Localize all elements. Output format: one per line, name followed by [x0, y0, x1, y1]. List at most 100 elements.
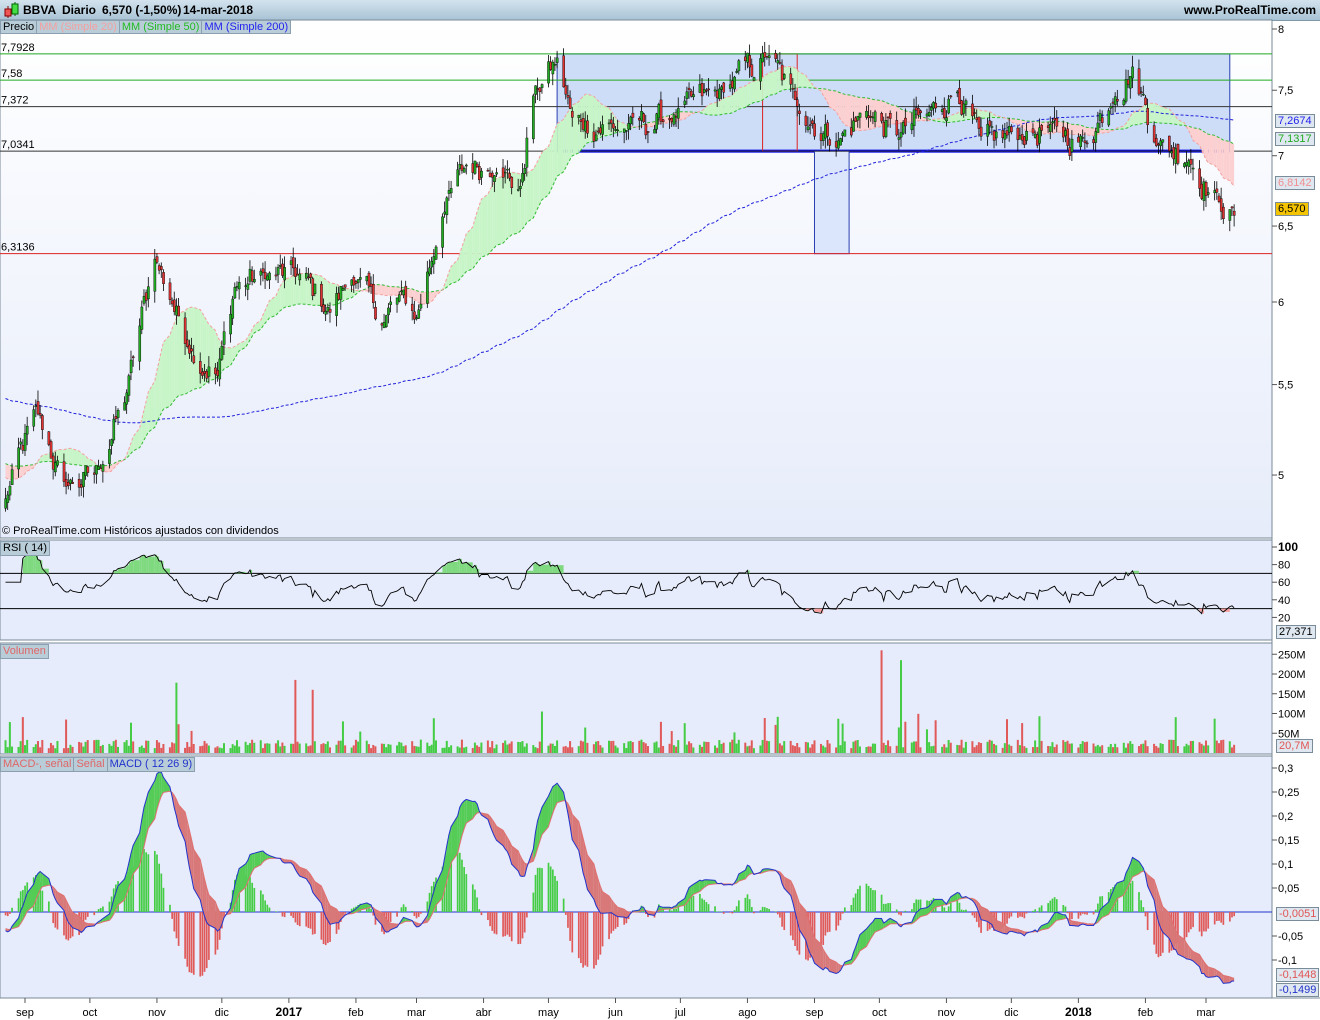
volume-bar	[385, 747, 388, 753]
macd-band-segment	[615, 904, 618, 917]
candle	[549, 61, 553, 70]
ma-band-segment	[487, 189, 491, 255]
site-link[interactable]: www.ProRealTime.com	[1183, 3, 1316, 17]
macd-histogram-bar	[86, 912, 89, 917]
legend-ma200[interactable]: MM (Simple 200)	[201, 20, 292, 34]
volume-bar	[357, 741, 360, 753]
volume-bar	[582, 741, 585, 753]
volume-bar	[11, 746, 14, 753]
macd-histogram-bar	[296, 912, 299, 925]
ma-band-segment	[215, 330, 218, 379]
volume-bar	[995, 745, 998, 753]
ma-band-segment	[810, 81, 813, 88]
macd-histogram-bar	[426, 901, 429, 912]
ma-band-segment	[524, 173, 527, 227]
macd-band-segment	[236, 868, 240, 900]
candle	[1023, 136, 1026, 145]
candle	[186, 339, 189, 347]
macd-label[interactable]: MACD ( 12 26 9)	[106, 757, 196, 772]
rsi-overbought-fill	[42, 568, 49, 574]
x-tick-label: sep	[806, 1007, 824, 1019]
candle	[653, 129, 656, 134]
volume-bar	[160, 747, 163, 753]
ma-band-segment	[511, 172, 519, 235]
volume-bar	[432, 718, 435, 753]
macd-band-segment	[1054, 912, 1057, 923]
volume-bar	[65, 719, 68, 753]
macd-band-segment	[314, 881, 322, 904]
ma-band-segment	[704, 106, 707, 115]
candle	[607, 122, 611, 125]
legend-ma20[interactable]: MM (Simple 20)	[36, 20, 120, 34]
macd-band-segment	[1141, 864, 1144, 872]
ma-band-segment	[159, 351, 162, 418]
candle	[1191, 167, 1195, 170]
volume-bar	[383, 743, 386, 753]
macd-band-segment	[881, 918, 884, 930]
macd-histogram-bar	[506, 912, 509, 935]
x-tick-label: sep	[16, 1007, 34, 1019]
macd-band-segment	[611, 899, 614, 915]
ma-band-segment	[533, 165, 536, 218]
volume-bar	[277, 740, 280, 753]
volume-bar	[138, 747, 141, 753]
period[interactable]: Diario	[62, 3, 97, 17]
macd-histogram-bar	[794, 912, 796, 947]
rsi-overbought-fill	[550, 566, 553, 574]
macd-band-segment	[658, 906, 661, 911]
volume-label[interactable]: Volumen	[0, 644, 49, 659]
candle	[289, 260, 293, 265]
ma-band-segment	[522, 174, 525, 229]
rsi-label[interactable]: RSI ( 14)	[0, 541, 51, 556]
macd-band-segment	[204, 878, 207, 923]
candle	[614, 129, 617, 131]
legend-price[interactable]: Precio	[0, 20, 38, 34]
level-label: 7,372	[1, 95, 29, 107]
candle	[64, 479, 68, 487]
candle	[478, 166, 481, 181]
ma-band-segment	[1128, 116, 1131, 128]
rsi-last-tag: 27,371	[1276, 625, 1316, 639]
macd-band-segment	[239, 863, 246, 894]
macd-hist-label[interactable]: MACD-, señal	[0, 757, 75, 772]
volume-bar	[322, 743, 325, 753]
ma-band-segment	[736, 87, 739, 111]
macd-line	[5, 771, 1235, 984]
volume-bar	[837, 718, 840, 753]
volume-bar	[1036, 747, 1039, 753]
candle	[599, 127, 602, 134]
macd-histogram-bar	[532, 892, 535, 912]
volume-bar	[783, 741, 786, 753]
macd-band-segment	[308, 871, 311, 886]
macd-histogram-bar	[1092, 912, 1095, 915]
ma-band-segment	[386, 285, 389, 296]
macd-histogram-bar	[476, 897, 478, 912]
macd-histogram-bar	[1066, 912, 1069, 914]
candle	[568, 97, 572, 109]
ma-band-segment	[1169, 109, 1172, 124]
rsi-overbought-fill	[159, 561, 162, 574]
candle	[125, 392, 129, 405]
ma-band-segment	[1231, 142, 1235, 187]
candle	[201, 371, 204, 376]
ma-band-segment	[567, 108, 571, 164]
macd-band-segment	[1125, 868, 1129, 891]
candle	[237, 282, 241, 290]
candle	[685, 91, 689, 99]
volume-bar	[62, 748, 65, 753]
macd-histogram-bar	[84, 912, 87, 920]
ma-band-segment	[1175, 116, 1178, 125]
macd-histogram-bar	[290, 912, 292, 916]
x-tick-label: mar	[407, 1007, 426, 1019]
legend-ma50[interactable]: MM (Simple 50)	[118, 20, 203, 34]
candle	[1020, 134, 1024, 141]
ma-band-segment	[1173, 113, 1176, 125]
ma-band-segment	[466, 226, 473, 272]
signal-label[interactable]: Señal	[73, 757, 108, 772]
y-tick-label: 6	[1278, 297, 1284, 309]
candle	[702, 89, 706, 93]
macd-tick-label: -0,1	[1278, 955, 1297, 967]
macd-histogram-bar	[1038, 907, 1041, 912]
candle	[616, 129, 620, 132]
